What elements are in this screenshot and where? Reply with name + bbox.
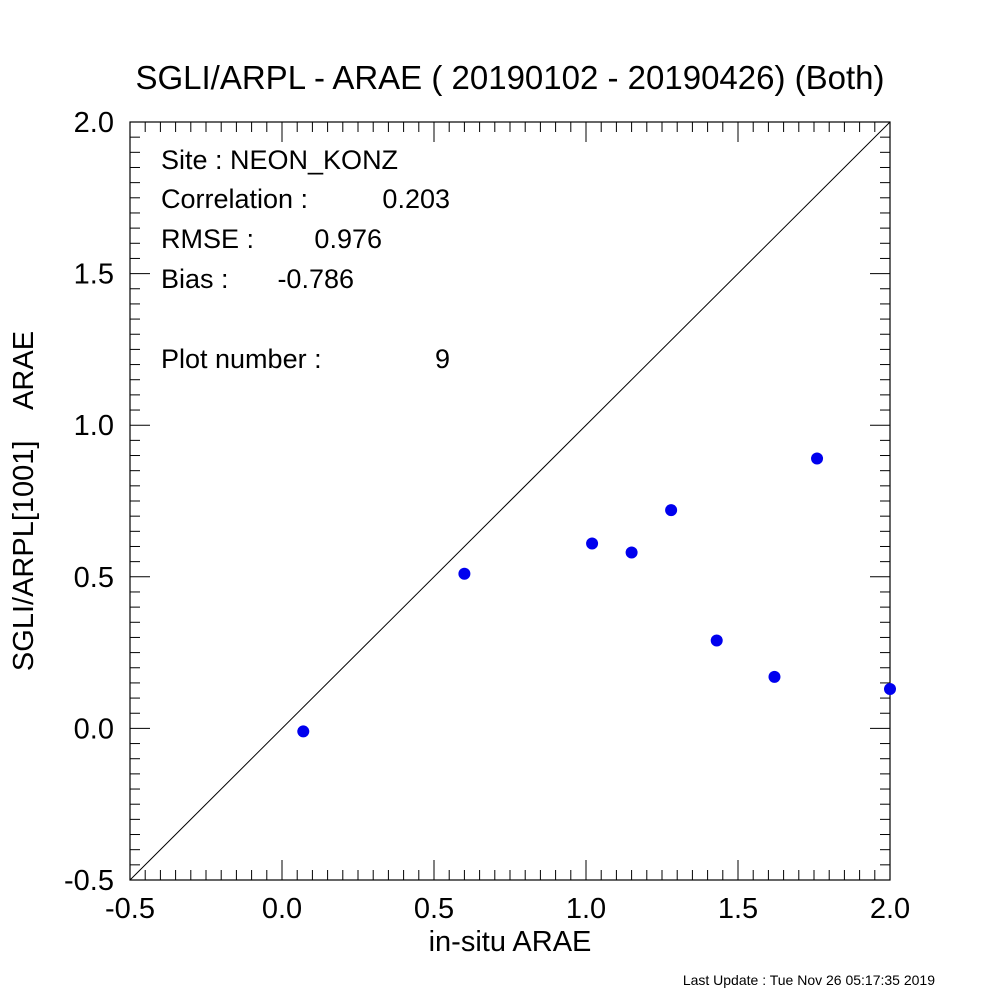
data-point [586,537,599,550]
stats-annotation: Site : NEON_KONZ Correlation : 0.203 RMS… [161,145,450,374]
data-point [458,567,471,580]
data-point [625,546,638,559]
correlation-label: Correlation : [161,184,308,214]
rmse-value: 0.976 [314,224,382,254]
y-axis-title: SGLI/ARPL[1001] ARAE [8,331,40,671]
x-tick-label: 1.0 [566,893,606,925]
plot-number-label: Plot number : [161,344,322,374]
x-tick-label: 0.5 [414,893,454,925]
y-tick-label: 0.5 [74,562,114,594]
rmse-label: RMSE : [161,224,254,254]
last-update-label: Last Update : Tue Nov 26 05:17:35 2019 [683,972,935,988]
x-tick-labels: -0.5 0.0 0.5 1.0 1.5 2.0 [105,893,910,925]
data-points [297,452,896,738]
correlation-value: 0.203 [382,184,450,214]
y-tick-label: 0.0 [74,713,114,745]
minor-ticks [130,122,890,880]
bias-label: Bias : [161,264,229,294]
x-tick-label: 1.5 [718,893,758,925]
major-ticks [129,121,891,881]
one-to-one-line [129,121,891,881]
y-tick-labels: -0.5 0.0 0.5 1.0 1.5 2.0 [64,107,114,897]
x-tick-label: 0.0 [262,893,302,925]
y-tick-label: 1.0 [74,410,114,442]
data-point [811,452,824,465]
data-point [884,682,896,695]
y-tick-label: 2.0 [74,107,114,139]
x-tick-label: -0.5 [105,893,155,925]
x-axis-title: in-situ ARAE [429,926,592,958]
data-point [768,670,781,683]
y-tick-label: 1.5 [74,259,114,291]
chart-title: SGLI/ARPL - ARAE ( 20190102 - 20190426) … [135,59,884,96]
data-point [297,725,310,738]
data-point [665,504,678,517]
plot-number-value: 9 [435,344,450,374]
data-point [710,634,723,647]
y-tick-label: -0.5 [64,865,114,897]
site-label: Site : NEON_KONZ [161,145,398,175]
x-tick-label: 2.0 [870,893,910,925]
bias-value: -0.786 [277,264,354,294]
